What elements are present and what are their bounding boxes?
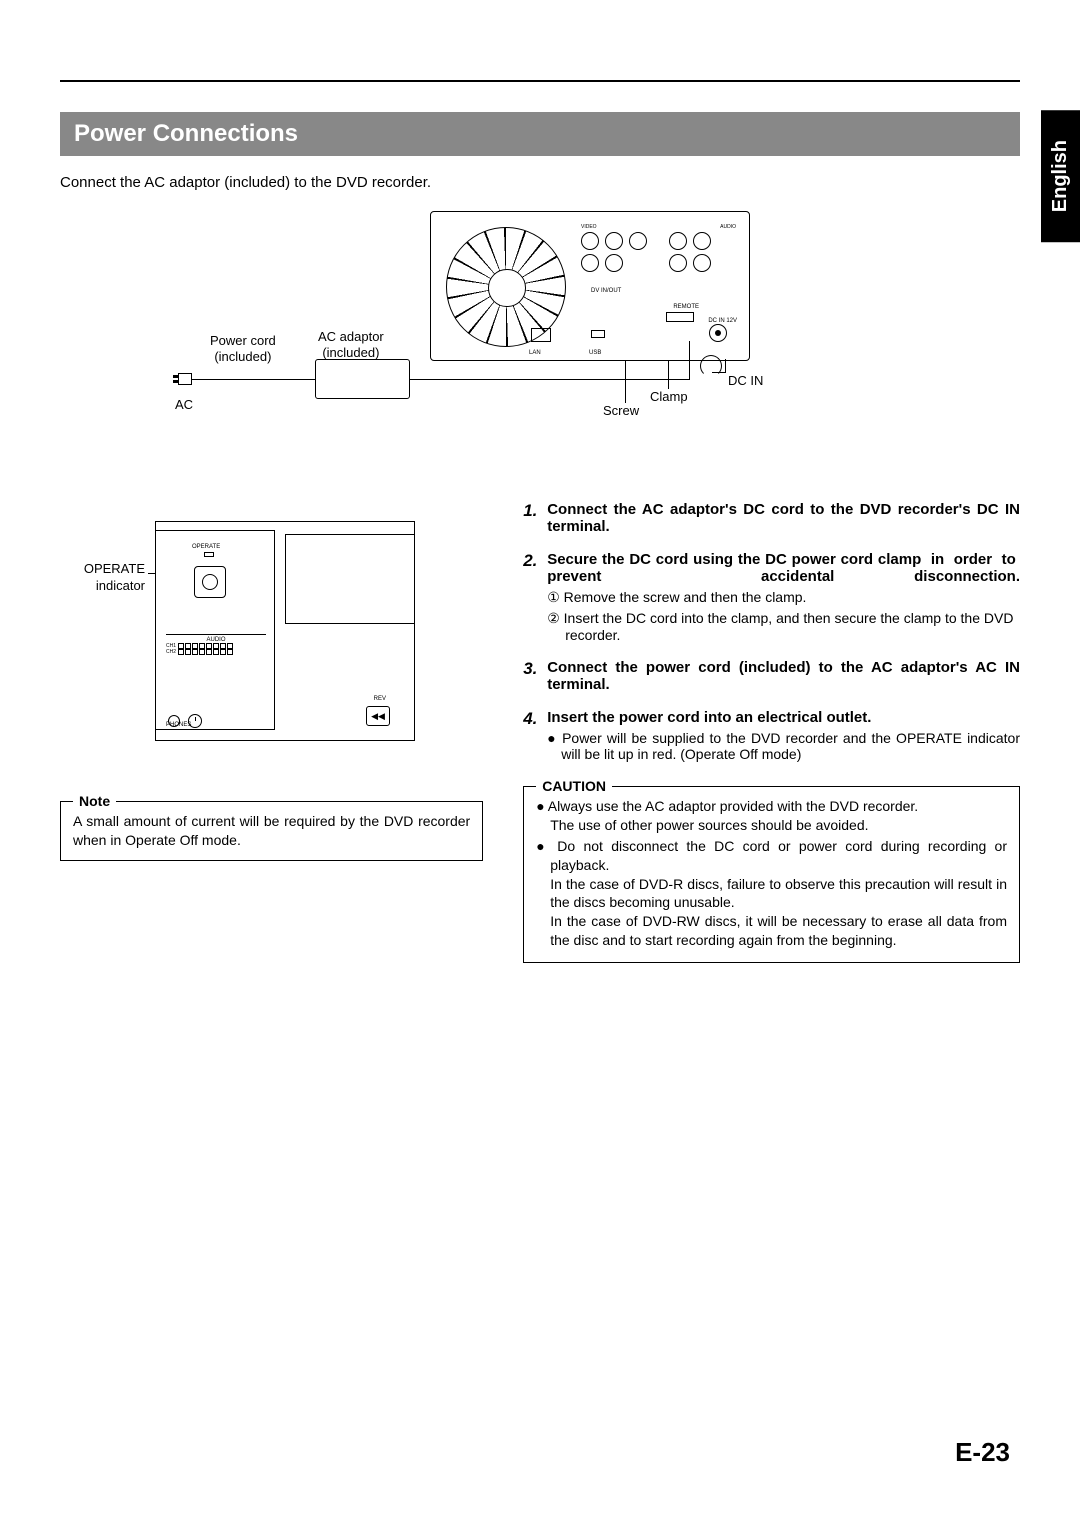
jack-icon (581, 254, 599, 272)
jack-icon (605, 232, 623, 250)
front-inner (155, 530, 275, 730)
ac-adaptor-label: AC adaptor(included) (318, 329, 384, 360)
rear-connection-diagram: VIDEO AUDIO LAN USB R (60, 211, 1020, 461)
step-bullet: ● Power will be supplied to the DVD reco… (547, 730, 1020, 762)
usb-label: USB (589, 350, 601, 356)
audio-label: AUDIO (720, 224, 736, 230)
step-number: 4. (523, 709, 537, 729)
phones-jack-icon (168, 715, 180, 727)
dcin-label: DC IN (728, 373, 763, 389)
front-screen (285, 534, 415, 624)
rev-label: REV (374, 696, 386, 702)
page-number: E-23 (955, 1437, 1010, 1468)
lan-port (531, 328, 551, 342)
caution-title: CAUTION (536, 778, 612, 794)
volume-knob-icon (188, 714, 202, 728)
caution-item: ● Always use the AC adaptor provided wit… (536, 797, 1007, 835)
left-column: OPERATEindicator OPERATE AUDIO CH1 CH2 (60, 501, 483, 963)
cord-line (689, 341, 690, 380)
dcin-small-label: DC IN 12V (708, 318, 737, 324)
jack-icon (581, 232, 599, 250)
remote-port (666, 312, 694, 322)
language-tab: English (1041, 110, 1080, 242)
caution-item: ● Do not disconnect the DC cord or power… (536, 837, 1007, 950)
note-title: Note (73, 793, 116, 809)
step-title: Insert the power cord into an electrical… (547, 709, 1020, 726)
dc-in-jack (709, 324, 727, 342)
dvd-recorder-rear: VIDEO AUDIO LAN USB R (430, 211, 750, 361)
operate-small-label: OPERATE (192, 544, 220, 550)
jack-icon (629, 232, 647, 250)
ac-label: AC (175, 397, 193, 413)
intro-text: Connect the AC adaptor (included) to the… (60, 174, 1020, 191)
jack-icon (693, 254, 711, 272)
ch2-label: CH2 (166, 649, 176, 655)
step-sub: ① Remove the screw and then the clamp. (547, 589, 1020, 606)
plug-icon (178, 373, 192, 385)
step-4: 4. Insert the power cord into an electri… (523, 709, 1020, 762)
clamp-icon (700, 355, 722, 377)
step-1: 1. Connect the AC adaptor's DC cord to t… (523, 501, 1020, 535)
step-2: 2. Secure the DC cord using the DC power… (523, 551, 1020, 643)
section-title: Power Connections (60, 112, 1020, 156)
cord-line (190, 379, 315, 380)
leader-line (725, 359, 726, 373)
usb-port (591, 330, 605, 338)
step-title: Connect the power cord (included) to the… (547, 659, 1020, 693)
power-button (194, 566, 226, 598)
step-number: 1. (523, 501, 537, 521)
dvd-recorder-front: OPERATE AUDIO CH1 CH2 (155, 521, 415, 741)
step-number: 2. (523, 551, 537, 571)
jack-icon (669, 232, 687, 250)
step-sub: ② Insert the DC cord into the clamp, and… (547, 610, 1020, 643)
step-title: Connect the AC adaptor's DC cord to the … (547, 501, 1020, 535)
jack-icon (669, 254, 687, 272)
jack-icon (693, 232, 711, 250)
dv-label: DV IN/OUT (591, 288, 621, 294)
instruction-steps: 1. Connect the AC adaptor's DC cord to t… (523, 501, 1020, 762)
lan-label: LAN (529, 350, 541, 356)
note-box: Note A small amount of current will be r… (60, 801, 483, 861)
audio-section: AUDIO CH1 CH2 (166, 634, 266, 662)
leader-line (625, 361, 626, 403)
remote-label: REMOTE (673, 304, 699, 310)
note-text: A small amount of current will be requir… (73, 812, 470, 850)
rear-ports: VIDEO AUDIO (581, 224, 736, 284)
video-label: VIDEO (581, 224, 597, 230)
led-meter (178, 649, 233, 655)
clamp-label: Clamp (650, 389, 688, 405)
operate-led (204, 552, 214, 557)
step-title: Secure the DC cord using the DC power co… (547, 551, 1020, 585)
screw-label: Screw (603, 403, 639, 419)
step-number: 3. (523, 659, 537, 679)
ac-adaptor (315, 359, 410, 399)
caution-box: CAUTION ● Always use the AC adaptor prov… (523, 786, 1020, 963)
cord-line (410, 379, 690, 380)
leader-line (712, 372, 726, 373)
power-cord-label: Power cord(included) (210, 333, 276, 364)
right-column: 1. Connect the AC adaptor's DC cord to t… (523, 501, 1020, 963)
leader-line (668, 361, 669, 389)
step-3: 3. Connect the power cord (included) to … (523, 659, 1020, 693)
jack-icon (605, 254, 623, 272)
rev-button: ◀◀ (366, 706, 390, 726)
two-column-layout: OPERATEindicator OPERATE AUDIO CH1 CH2 (60, 501, 1020, 963)
operate-indicator-label: OPERATEindicator (55, 561, 145, 595)
top-rule (60, 80, 1020, 82)
